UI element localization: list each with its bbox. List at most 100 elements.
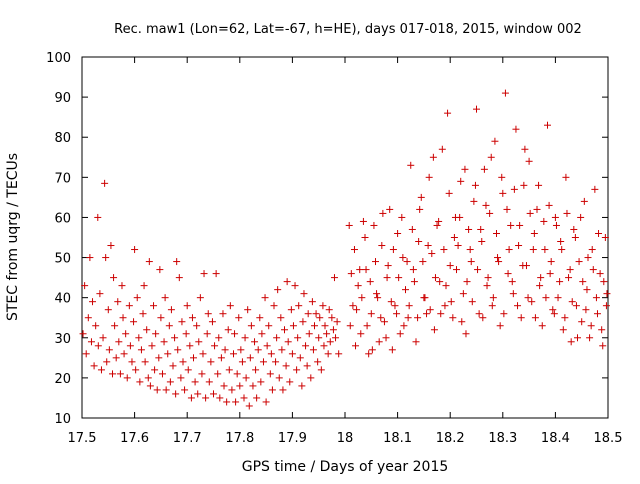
data-point <box>146 382 154 390</box>
data-point <box>370 221 378 229</box>
data-point <box>362 266 370 274</box>
data-point <box>101 179 109 187</box>
data-point <box>97 366 105 374</box>
data-point <box>428 250 436 258</box>
data-point <box>484 274 492 282</box>
data-point <box>272 358 280 366</box>
data-point <box>94 342 102 350</box>
data-point <box>236 382 244 390</box>
data-point <box>244 306 252 314</box>
data-point <box>335 350 343 358</box>
x-tick-label: 17.9 <box>278 431 307 446</box>
data-point <box>475 310 483 318</box>
data-point <box>125 302 133 310</box>
data-point <box>382 334 390 342</box>
data-point <box>103 358 111 366</box>
data-point <box>519 262 527 270</box>
data-point <box>577 213 585 221</box>
data-point <box>540 217 548 225</box>
data-point <box>559 326 567 334</box>
data-point <box>361 234 369 241</box>
data-point <box>350 246 358 254</box>
data-point <box>229 350 237 358</box>
data-point <box>595 229 603 237</box>
data-point <box>315 334 323 342</box>
data-point <box>602 302 610 310</box>
data-point <box>299 318 307 326</box>
data-point <box>465 225 473 233</box>
data-point <box>177 374 185 382</box>
data-point <box>298 382 306 390</box>
data-point <box>528 298 536 306</box>
data-point <box>237 346 245 354</box>
data-point <box>282 362 290 370</box>
data-point <box>89 298 97 306</box>
data-point <box>393 310 401 318</box>
data-point <box>305 330 313 338</box>
data-point <box>526 209 534 217</box>
data-point <box>529 246 537 254</box>
data-point <box>274 286 282 294</box>
data-point <box>286 378 294 386</box>
data-point <box>547 258 555 266</box>
data-point <box>310 322 318 330</box>
data-point <box>120 350 128 358</box>
data-point <box>407 161 415 169</box>
data-point <box>424 242 432 250</box>
data-point <box>587 322 595 330</box>
data-point <box>259 358 267 366</box>
data-point <box>374 294 382 302</box>
data-point <box>419 258 427 266</box>
data-point <box>500 310 508 318</box>
data-point <box>478 238 486 246</box>
data-point <box>437 310 445 318</box>
data-point <box>273 334 281 342</box>
data-point <box>568 298 576 306</box>
data-point <box>181 386 189 394</box>
data-point <box>377 314 385 322</box>
data-point <box>578 318 586 326</box>
data-point <box>215 334 223 342</box>
data-point <box>84 314 92 322</box>
data-point <box>505 246 513 254</box>
data-point <box>111 322 119 330</box>
data-point <box>333 318 341 326</box>
data-point <box>295 302 303 310</box>
data-point <box>94 213 102 221</box>
data-point <box>109 370 117 378</box>
data-point <box>208 318 216 326</box>
data-point <box>415 238 423 246</box>
data-point <box>416 205 424 213</box>
data-point <box>480 165 488 173</box>
data-point <box>194 390 202 398</box>
data-points <box>79 89 611 410</box>
data-point <box>525 157 533 165</box>
data-point <box>92 322 100 330</box>
data-point <box>561 314 569 322</box>
data-point <box>346 322 354 330</box>
data-point <box>383 274 391 282</box>
data-point <box>193 322 201 330</box>
data-point <box>254 346 262 354</box>
data-point <box>445 189 453 197</box>
data-point <box>391 302 399 310</box>
data-point <box>367 310 375 318</box>
x-tick-label: 18.2 <box>436 431 465 446</box>
data-point <box>473 105 480 113</box>
data-point <box>211 342 219 350</box>
data-point <box>167 306 175 314</box>
data-point <box>186 342 194 350</box>
data-point <box>570 225 578 233</box>
data-point <box>558 246 566 254</box>
data-point <box>199 350 207 358</box>
data-point <box>265 322 273 330</box>
data-point <box>425 173 433 181</box>
data-point <box>119 314 127 322</box>
data-point <box>589 266 597 274</box>
y-tick-label: 60 <box>54 211 71 226</box>
data-point <box>116 370 124 378</box>
data-point <box>256 314 264 322</box>
data-point <box>330 274 338 282</box>
data-point <box>592 294 600 302</box>
